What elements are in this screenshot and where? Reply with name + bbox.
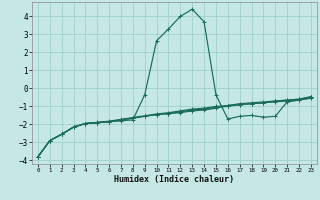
X-axis label: Humidex (Indice chaleur): Humidex (Indice chaleur) xyxy=(115,175,234,184)
